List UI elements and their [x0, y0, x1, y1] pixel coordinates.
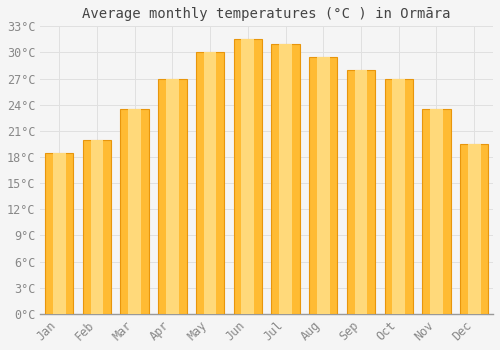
Bar [430, 109, 443, 314]
Bar [204, 52, 216, 314]
Bar [128, 109, 141, 314]
Bar [272, 44, 299, 314]
Bar [53, 153, 66, 314]
Bar [317, 57, 330, 314]
Bar [120, 109, 149, 314]
Bar [354, 70, 368, 314]
Bar [158, 78, 186, 314]
Bar [45, 153, 74, 314]
Title: Average monthly temperatures (°C ) in Ormāra: Average monthly temperatures (°C ) in Or… [82, 7, 451, 21]
Bar [279, 44, 292, 314]
Bar [90, 140, 104, 314]
Bar [347, 70, 375, 314]
Bar [166, 78, 178, 314]
Bar [242, 39, 254, 314]
Bar [422, 109, 450, 314]
Bar [196, 52, 224, 314]
Bar [392, 78, 405, 314]
Bar [384, 78, 413, 314]
Bar [460, 144, 488, 314]
Bar [234, 39, 262, 314]
Bar [309, 57, 338, 314]
Bar [468, 144, 480, 314]
Bar [83, 140, 111, 314]
